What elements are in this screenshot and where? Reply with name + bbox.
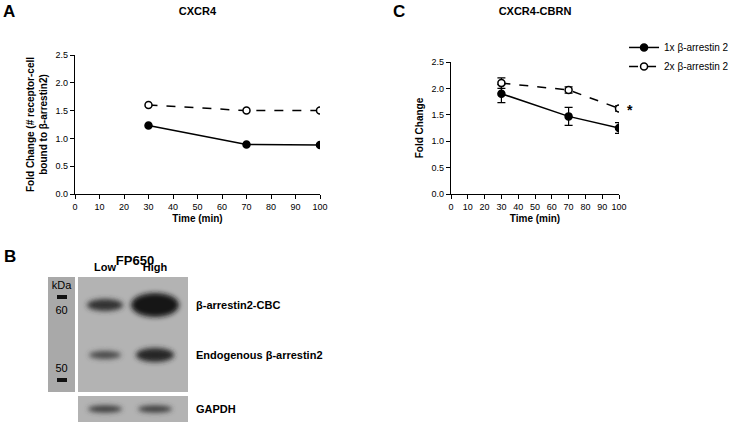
- svg-text:FP650: FP650: [115, 253, 155, 268]
- svg-text:60: 60: [55, 304, 67, 316]
- svg-text:2.5: 2.5: [431, 57, 444, 67]
- svg-text:Time (min): Time (min): [510, 213, 560, 224]
- svg-text:2.0: 2.0: [55, 78, 68, 88]
- svg-text:70: 70: [564, 202, 574, 212]
- svg-text:30: 30: [496, 202, 506, 212]
- html-text:A: A: [3, 2, 16, 21]
- svg-text:80: 80: [266, 202, 276, 212]
- svg-text:20: 20: [480, 202, 490, 212]
- html-text:C: C: [393, 2, 406, 21]
- svg-text:60: 60: [547, 202, 557, 212]
- svg-text:30: 30: [143, 202, 153, 212]
- svg-text:High: High: [143, 261, 168, 273]
- svg-text:Fold Change: Fold Change: [414, 97, 425, 158]
- svg-text:2x β-arrestin 2: 2x β-arrestin 2: [664, 61, 729, 72]
- svg-text:50: 50: [55, 362, 67, 374]
- svg-text:60: 60: [217, 202, 227, 212]
- svg-text:Time (min): Time (min): [172, 213, 222, 224]
- svg-text:90: 90: [597, 202, 607, 212]
- svg-text:40: 40: [513, 202, 523, 212]
- svg-text:100: 100: [611, 202, 626, 212]
- svg-text:CXCR4-CBRN: CXCR4-CBRN: [499, 5, 572, 17]
- svg-text:0.5: 0.5: [431, 163, 444, 173]
- svg-text:70: 70: [241, 202, 251, 212]
- svg-text:50: 50: [192, 202, 202, 212]
- svg-text:GAPDH: GAPDH: [196, 403, 236, 415]
- svg-text:50: 50: [530, 202, 540, 212]
- svg-text:2.0: 2.0: [431, 84, 444, 94]
- svg-text:CXCR4: CXCR4: [179, 5, 217, 17]
- svg-text:90: 90: [290, 202, 300, 212]
- svg-text:40: 40: [168, 202, 178, 212]
- svg-text:20: 20: [119, 202, 129, 212]
- svg-text:10: 10: [463, 202, 473, 212]
- svg-text:0: 0: [72, 202, 77, 212]
- svg-text:β-arrestin2-CBC: β-arrestin2-CBC: [196, 299, 280, 311]
- svg-text:0: 0: [448, 202, 453, 212]
- svg-text:1.0: 1.0: [55, 134, 68, 144]
- svg-text:80: 80: [580, 202, 590, 212]
- svg-text:10: 10: [94, 202, 104, 212]
- svg-text:Low: Low: [94, 261, 116, 273]
- svg-text:Endogenous β-arrestin2: Endogenous β-arrestin2: [196, 349, 323, 361]
- svg-text:100: 100: [312, 202, 327, 212]
- svg-text:1.5: 1.5: [431, 110, 444, 120]
- svg-text:1.0: 1.0: [431, 136, 444, 146]
- svg-text:1.5: 1.5: [55, 106, 68, 116]
- svg-text:kDa: kDa: [52, 279, 72, 291]
- svg-text:0.5: 0.5: [55, 161, 68, 171]
- svg-text:2.5: 2.5: [55, 50, 68, 60]
- svg-text:0.0: 0.0: [55, 189, 68, 199]
- svg-text:B: B: [4, 247, 16, 266]
- svg-text:Fold Change (# receptor-cellbo: Fold Change (# receptor-cellbound to β-a…: [25, 57, 49, 192]
- svg-text:*: *: [627, 102, 633, 118]
- svg-text:0.0: 0.0: [431, 189, 444, 199]
- svg-text:1x β-arrestin 2: 1x β-arrestin 2: [664, 42, 729, 53]
